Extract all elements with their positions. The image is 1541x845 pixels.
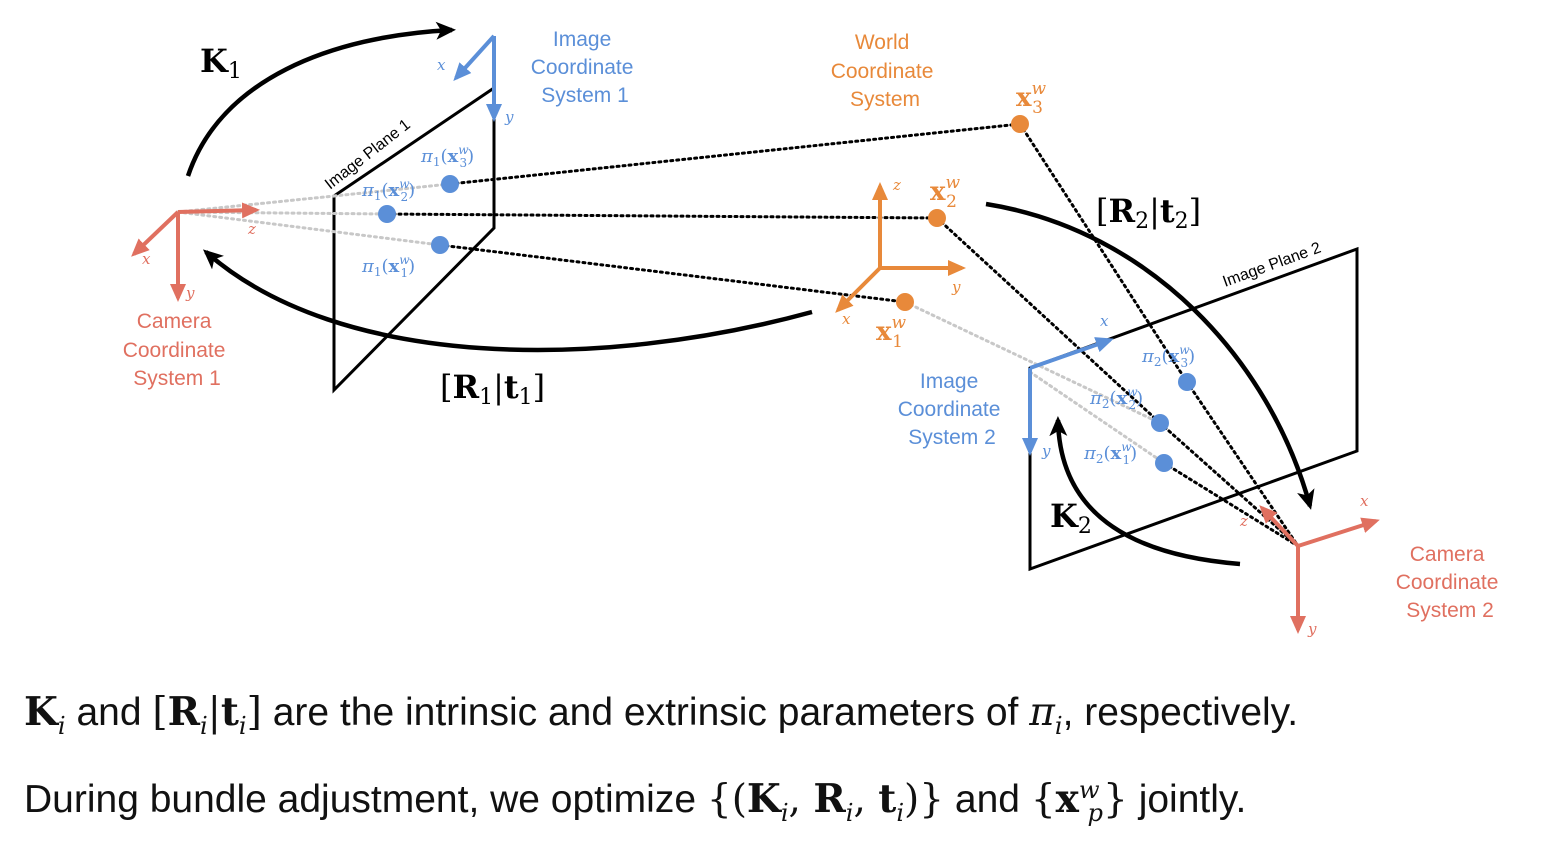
image-plane-1-frame <box>332 85 496 394</box>
world-point-1 <box>896 293 914 311</box>
image-plane-2-frame <box>1028 246 1359 572</box>
k2-arrow <box>1049 416 1241 567</box>
camera-1-x-axis <box>131 210 180 257</box>
image-1-point-2 <box>378 205 396 223</box>
image-2-point-2 <box>1151 414 1169 432</box>
world-x-axis <box>835 266 882 313</box>
image-2-proj-1-label: π2(xw 1) <box>1083 440 1137 467</box>
image-1-x-axis <box>453 34 496 81</box>
image-2-point-1 <box>1155 454 1173 472</box>
world-z-label: z <box>892 176 901 194</box>
rt1-arrow <box>202 249 813 353</box>
world-label: World Coordinate System <box>831 31 940 111</box>
image-2-point-3 <box>1178 373 1196 391</box>
camera-2-label: Camera Coordinate System 2 <box>1396 543 1505 622</box>
caption: Ki and [Ri|ti] are the intrinsic and ext… <box>24 680 1524 845</box>
camera-2-x-axis <box>1297 517 1380 548</box>
rays-camera-1 <box>176 122 1022 304</box>
image-1-label: Image Coordinate System 1 <box>531 28 640 107</box>
image-2-proj-3-label: π2(xw 3) <box>1141 343 1195 370</box>
camera-2-y-label: y <box>1307 620 1317 638</box>
image-1-y-label: y <box>504 108 514 126</box>
camera-2-z-axis <box>1259 505 1300 548</box>
rt2-label: [R2|t2] <box>1096 192 1201 234</box>
camera-1-y-label: y <box>185 284 195 302</box>
world-point-1-label: xw 1 <box>876 313 907 352</box>
image-plane-1: Image Plane 1 <box>322 85 496 394</box>
image-1-x-label: x <box>437 56 446 74</box>
image-1-point-1 <box>431 236 449 254</box>
world-x-label: x <box>842 310 851 328</box>
camera-1-x-label: x <box>142 250 151 268</box>
k1-arrow <box>185 21 456 177</box>
bundle-adjustment-diagram: Image Plane 1 Image Plane 2 K1 K2 <box>123 21 1505 638</box>
image-2-label: Image Coordinate System 2 <box>898 370 1007 449</box>
camera-1-z-label: z <box>247 220 256 238</box>
rays-camera-2 <box>903 122 1300 548</box>
transform-arrows <box>185 21 1315 567</box>
camera-2-axes <box>1259 505 1380 634</box>
image-2-axes <box>1022 337 1114 456</box>
world-point-2-label: xw 2 <box>930 173 961 212</box>
camera-1-label: Camera Coordinate System 1 <box>123 310 232 390</box>
image-2-y-label: y <box>1041 442 1051 460</box>
rt2-arrow <box>985 201 1315 510</box>
image-2-x-axis <box>1029 337 1114 370</box>
image-2-proj-2-label: π2(xw 2) <box>1089 385 1143 412</box>
image-1-proj-2-label: π1(xw 2) <box>361 177 415 204</box>
camera-2-z-label: z <box>1239 512 1248 530</box>
world-points <box>896 115 1029 311</box>
camera-1-z-axis <box>177 202 260 219</box>
rt1-label: [R1|t1] <box>440 368 545 410</box>
image-plane-2-label: Image Plane 2 <box>1221 239 1324 290</box>
image-points <box>378 175 1196 472</box>
world-point-3 <box>1011 115 1029 133</box>
world-y-label: y <box>951 278 961 296</box>
image-1-axes <box>453 34 502 122</box>
image-1-proj-3-label: π1(xw 3) <box>420 143 474 170</box>
k1-label: K1 <box>200 42 242 84</box>
camera-1-axes <box>131 202 260 302</box>
world-point-2 <box>928 209 946 227</box>
k2-label: K2 <box>1050 497 1092 539</box>
image-2-x-label: x <box>1100 312 1109 330</box>
camera-2-x-label: x <box>1360 492 1369 510</box>
caption-line-1: Ki and [Ri|ti] are the intrinsic and ext… <box>24 689 1299 740</box>
world-axes <box>835 182 966 313</box>
world-point-3-label: xw 3 <box>1016 79 1047 118</box>
caption-line-2: During bundle adjustment, we optimize {(… <box>24 775 1247 827</box>
image-1-proj-1-label: π1(xw 1) <box>361 253 415 280</box>
image-1-point-3 <box>441 175 459 193</box>
